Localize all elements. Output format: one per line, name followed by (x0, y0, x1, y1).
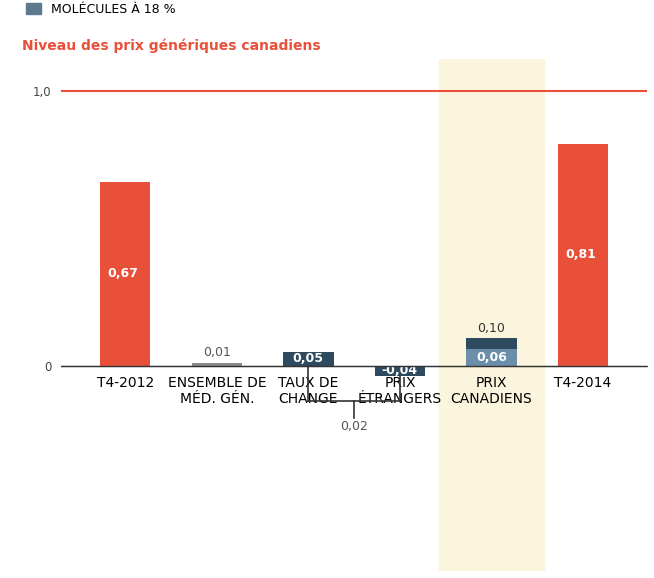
Bar (100, 182, 150, 365)
Legend: MOLÉCULES À 18 %: MOLÉCULES À 18 % (21, 0, 181, 21)
Text: 0,05: 0,05 (293, 352, 324, 365)
Text: 0,81: 0,81 (565, 248, 596, 261)
Bar (283, 352, 334, 365)
Text: 0,10: 0,10 (477, 322, 506, 335)
Bar (466, 349, 517, 365)
Text: 0,02: 0,02 (340, 420, 368, 434)
Text: 0,01: 0,01 (203, 346, 231, 360)
Text: 0,06: 0,06 (476, 351, 507, 364)
Text: Niveau des prix génériques canadiens: Niveau des prix génériques canadiens (22, 39, 320, 53)
Bar (192, 363, 242, 365)
Bar (375, 365, 425, 376)
Bar (439, 58, 544, 571)
Text: 0,67: 0,67 (108, 267, 139, 280)
Bar (466, 338, 517, 349)
Text: -0,04: -0,04 (382, 365, 418, 377)
Bar (558, 143, 608, 365)
